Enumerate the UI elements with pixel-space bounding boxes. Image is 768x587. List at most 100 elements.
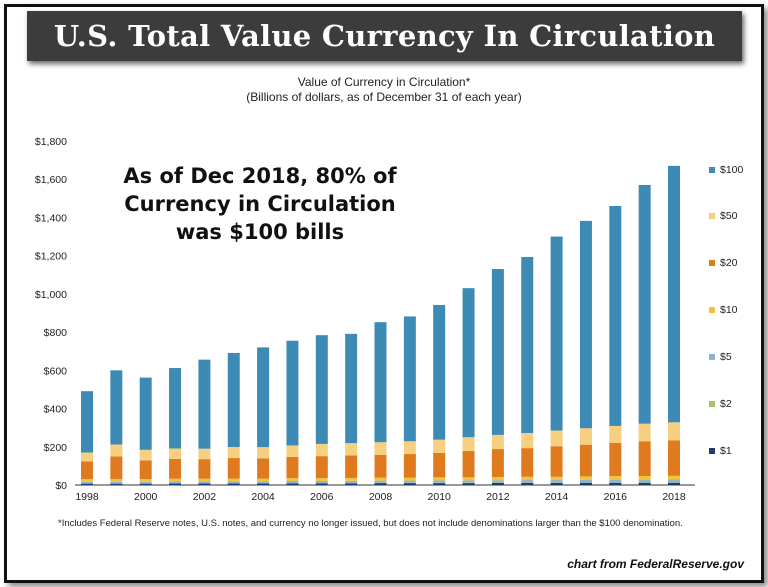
bar-segment: [257, 347, 270, 448]
x-tick-label: 2014: [545, 491, 569, 503]
legend-label: $50: [720, 210, 738, 222]
bar-segment: [609, 205, 622, 426]
bar-segment: [169, 478, 182, 482]
bar-segment: [638, 184, 651, 424]
bar-segment: [668, 440, 680, 476]
bar-segment: [491, 434, 504, 450]
chart-title: Value of Currency in Circulation*: [297, 75, 471, 89]
y-tick-label: $800: [44, 327, 68, 339]
bar-group: [81, 165, 680, 485]
x-tick-label: 2004: [251, 491, 275, 503]
legend-label: $5: [720, 351, 732, 363]
bar-segment: [286, 478, 299, 481]
bar-segment: [403, 454, 416, 478]
legend-label: $20: [720, 257, 738, 269]
bar-segment: [521, 448, 534, 477]
bar-segment: [257, 447, 270, 459]
bar-segment: [374, 442, 387, 455]
title-banner: U.S. Total Value Currency In Circulation: [27, 11, 742, 61]
bar-segment: [227, 458, 240, 479]
bar-segment: [169, 448, 182, 460]
bar-segment: [286, 483, 299, 485]
bar-segment: [110, 456, 123, 480]
bar-segment: [139, 483, 152, 485]
bar-segment: [198, 481, 211, 484]
chart-subtitle: (Billions of dollars, as of December 31 …: [246, 90, 522, 104]
y-tick-label: $1,800: [35, 136, 67, 148]
bar-segment: [110, 370, 123, 445]
bar-segment: [550, 446, 563, 477]
bar-segment: [286, 456, 299, 479]
callout-line-3: was $100 bills: [176, 220, 344, 244]
bar-segment: [521, 257, 534, 434]
footnote: *Includes Federal Reserve notes, U.S. no…: [58, 518, 683, 529]
bar-segment: [345, 455, 358, 478]
bar-segment: [491, 480, 504, 483]
bar-segment: [638, 423, 651, 442]
bar-segment: [609, 479, 622, 483]
bar-segment: [81, 452, 93, 462]
bar-segment: [257, 478, 270, 482]
bar-segment: [521, 480, 534, 483]
bar-segment: [374, 483, 387, 485]
bar-segment: [550, 482, 563, 485]
bar-segment: [609, 482, 622, 485]
bar-segment: [550, 476, 563, 481]
bar-segment: [433, 480, 446, 483]
bar-segment: [227, 481, 240, 484]
bar-segment: [227, 446, 240, 459]
bar-segment: [433, 452, 446, 478]
bar-segment: [462, 480, 475, 483]
callout-line-1: As of Dec 2018, 80% of: [123, 164, 397, 188]
bar-segment: [579, 476, 592, 480]
bar-segment: [491, 269, 504, 435]
bar-segment: [139, 377, 152, 450]
bar-segment: [609, 425, 622, 443]
legend-swatch: [709, 307, 715, 313]
bar-segment: [110, 444, 123, 457]
bar-segment: [139, 449, 152, 461]
bar-segment: [169, 459, 182, 479]
bar-segment: [81, 479, 93, 482]
bar-segment: [638, 476, 651, 480]
callout-line-2: Currency in Circulation: [124, 192, 396, 216]
legend-swatch: [709, 167, 715, 173]
bar-segment: [169, 368, 182, 449]
x-tick-label: 2008: [369, 491, 393, 503]
bar-segment: [403, 441, 416, 455]
x-tick-label: 1998: [75, 491, 99, 503]
bar-segment: [403, 477, 416, 481]
bar-segment: [81, 483, 93, 485]
bar-segment: [374, 322, 387, 443]
bar-segment: [81, 481, 93, 484]
y-tick-label: $200: [44, 442, 68, 454]
bar-segment: [609, 442, 622, 477]
legend-swatch: [709, 354, 715, 360]
legend-swatch: [709, 260, 715, 266]
bar-segment: [433, 483, 446, 485]
bar-segment: [345, 333, 358, 444]
bar-segment: [139, 460, 152, 480]
bar-segment: [257, 483, 270, 485]
bar-segment: [315, 456, 328, 479]
bar-segment: [227, 483, 240, 485]
x-tick-label: 2012: [486, 491, 510, 503]
bar-segment: [403, 480, 416, 483]
bar-segment: [638, 479, 651, 483]
bar-segment: [638, 441, 651, 477]
bar-segment: [315, 478, 328, 481]
bar-segment: [374, 477, 387, 481]
bar-segment: [579, 444, 592, 477]
bar-segment: [198, 448, 211, 460]
bar-segment: [550, 236, 563, 431]
x-tick-label: 2000: [134, 491, 158, 503]
bar-segment: [579, 479, 592, 483]
bar-segment: [315, 480, 328, 484]
bar-segment: [110, 479, 123, 482]
bar-segment: [345, 443, 358, 456]
bar-segment: [81, 391, 93, 453]
y-tick-label: $1,400: [35, 212, 67, 224]
bar-segment: [315, 483, 328, 485]
bar-segment: [198, 359, 211, 449]
